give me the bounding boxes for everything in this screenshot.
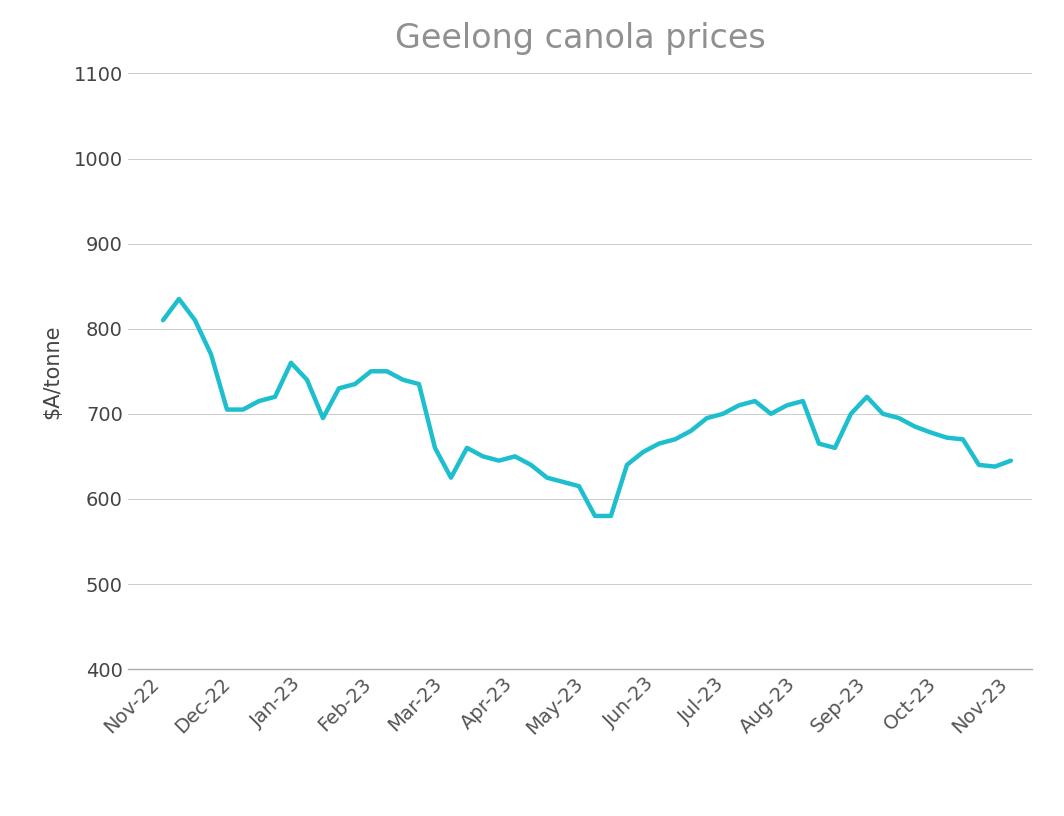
Y-axis label: $A/tonne: $A/tonne (43, 324, 63, 419)
Title: Geelong canola prices: Geelong canola prices (395, 22, 765, 55)
